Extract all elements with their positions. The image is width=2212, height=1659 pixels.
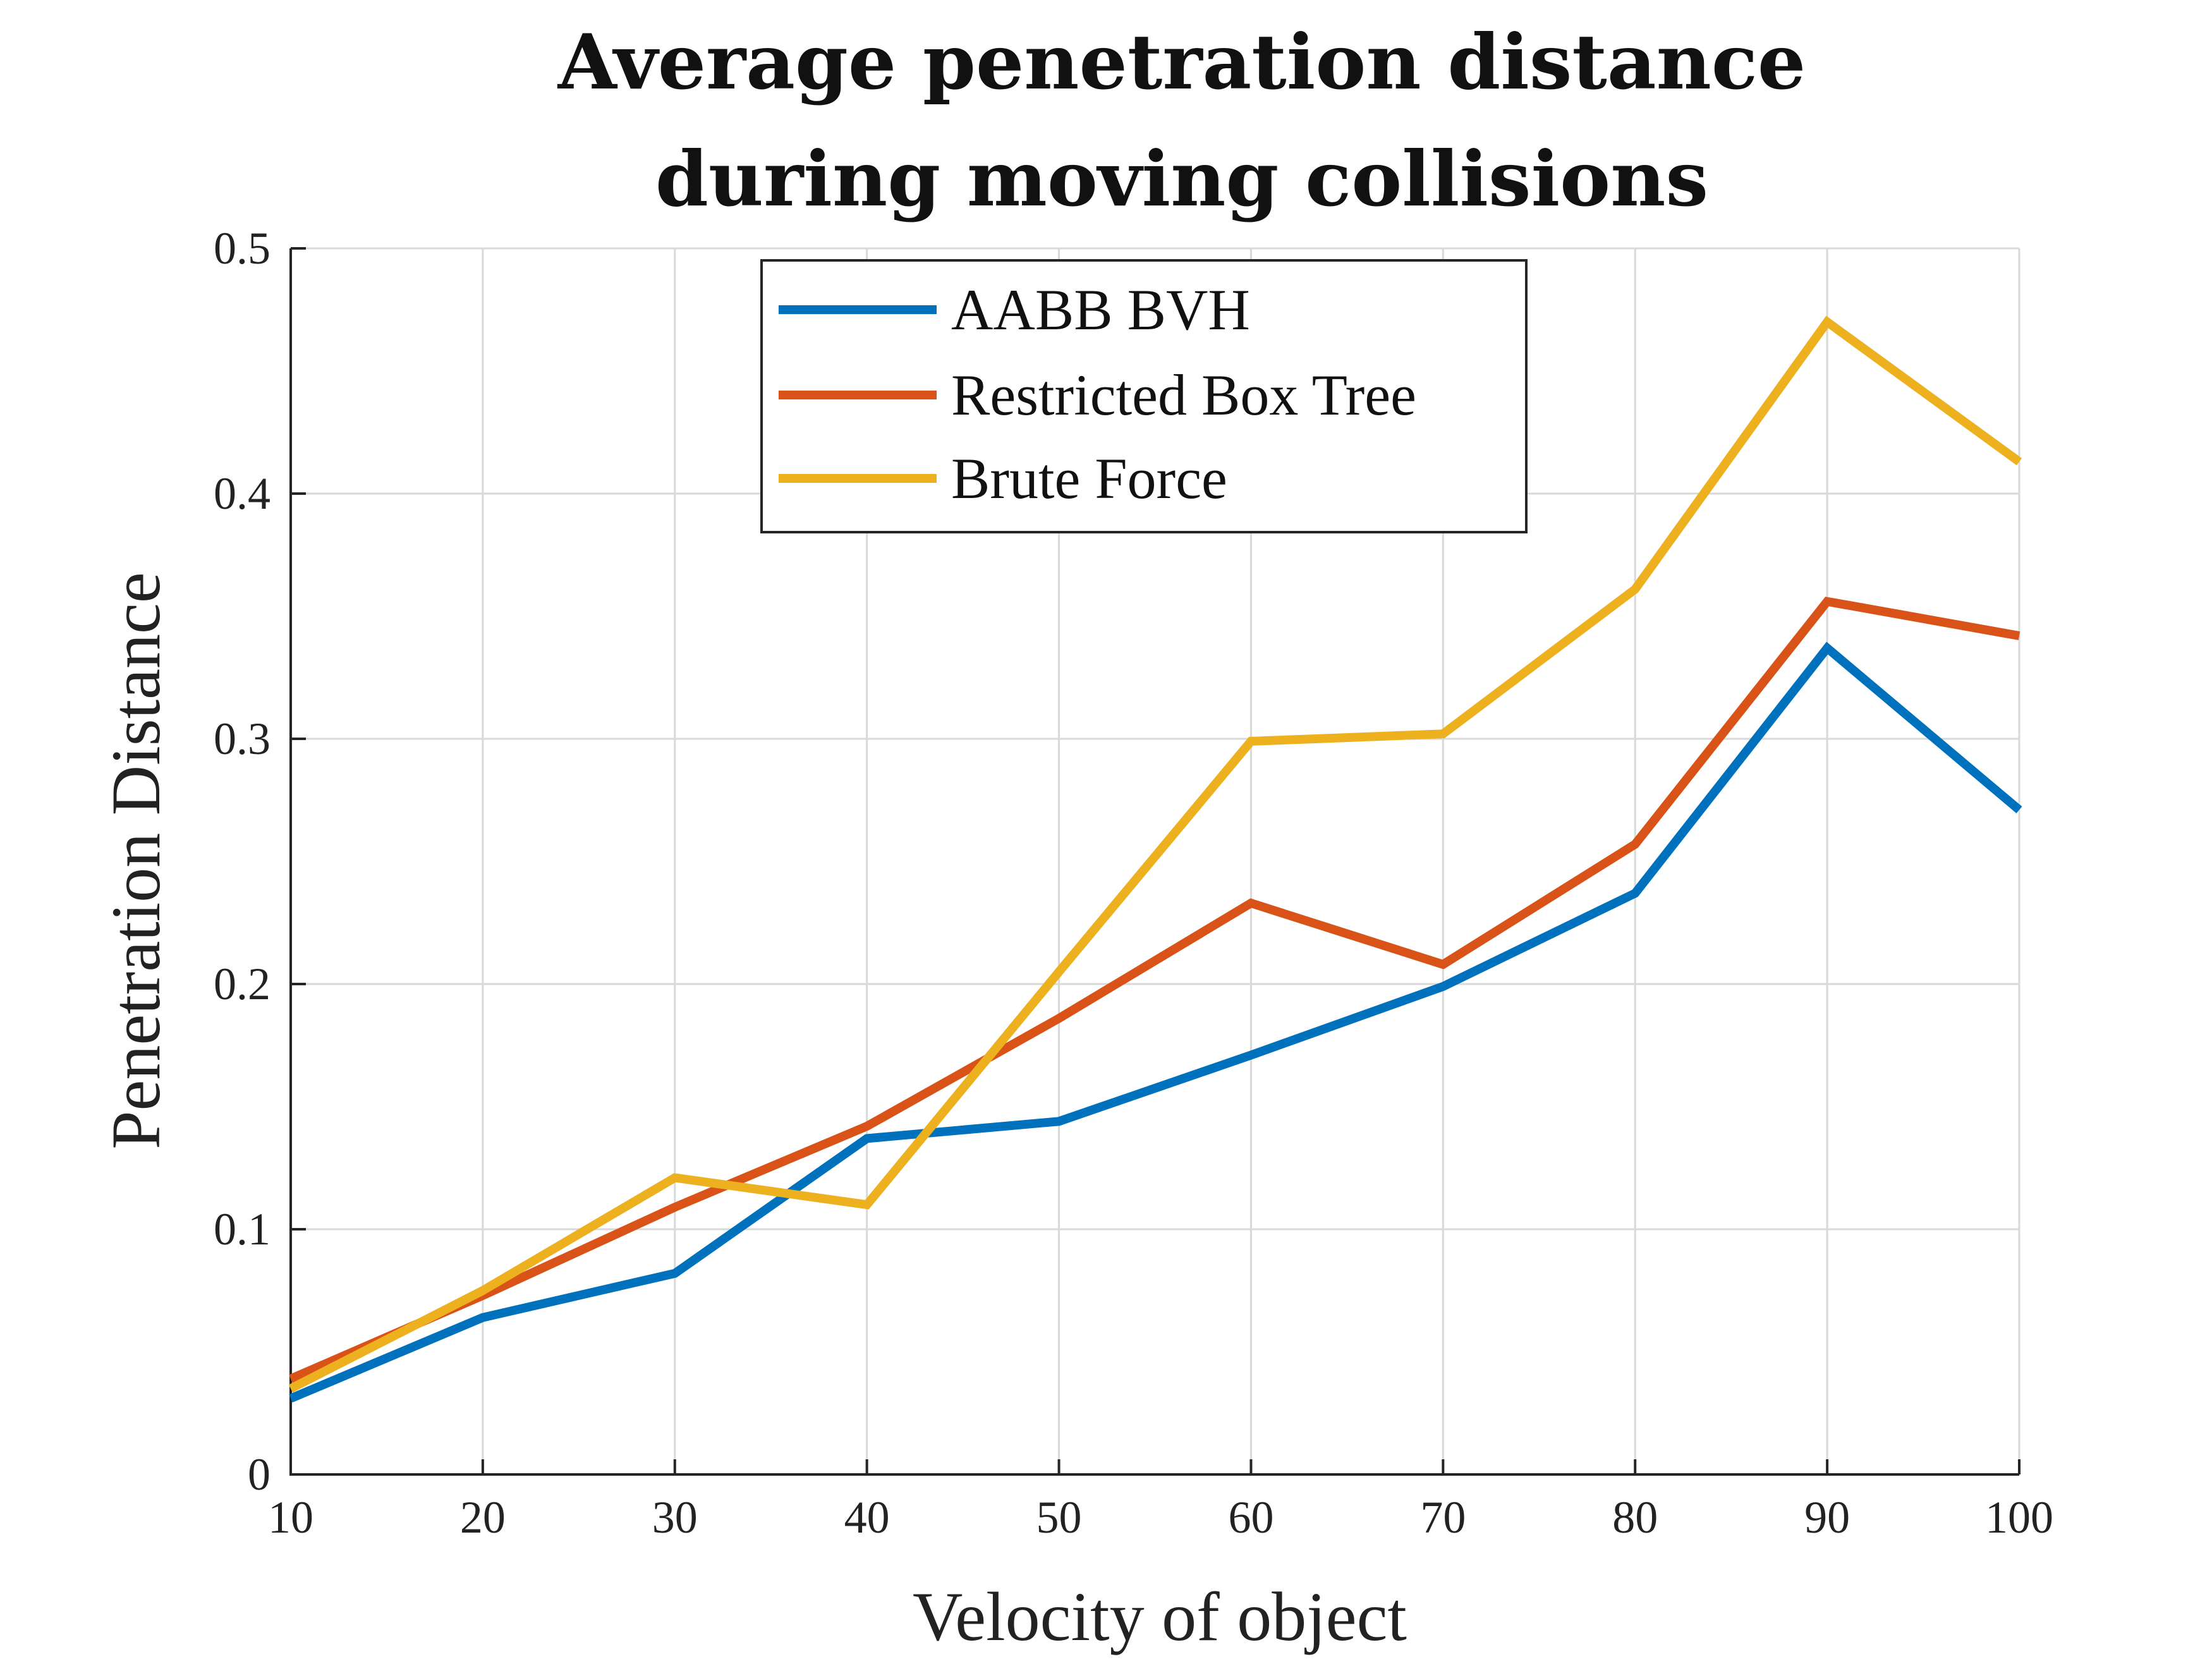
x-tick-label: 40 [844, 1492, 890, 1543]
series-line-2 [288, 315, 2022, 1393]
x-tick-label: 80 [1612, 1492, 1658, 1543]
series-lines [288, 315, 2022, 1403]
y-axis-label: Penetration Distance [97, 572, 174, 1149]
chart-title-line-1: Average penetration distance [557, 18, 1806, 107]
x-tick-label: 50 [1036, 1492, 1082, 1543]
y-tick-label: 0.5 [214, 223, 270, 274]
x-tick-label: 90 [1804, 1492, 1850, 1543]
y-tick-label: 0.1 [214, 1204, 270, 1255]
y-tick-label: 0.2 [214, 959, 270, 1009]
y-tick-label: 0 [248, 1449, 270, 1500]
x-tick-label: 20 [460, 1492, 506, 1543]
y-tick-label: 0.3 [214, 714, 270, 764]
x-tick-label: 10 [268, 1492, 313, 1543]
y-tick-label: 0.4 [214, 468, 270, 519]
legend-label: Restricted Box Tree [951, 363, 1416, 427]
x-tick-label: 30 [652, 1492, 698, 1543]
legend-label: AABB BVH [951, 277, 1250, 342]
chart-title-line-2: during moving collisions [655, 135, 1708, 224]
legend-label: Brute Force [951, 446, 1227, 511]
axes: 10 20 30 40 50 60 70 80 90 100 0 0.1 0.2 0.3 0.4 0.5 [214, 223, 2053, 1543]
x-tick-label: 70 [1420, 1492, 1466, 1543]
series-line-0 [289, 641, 2022, 1403]
series-line-1 [289, 597, 2021, 1383]
legend: AABB BVH Restricted Box Tree Brute Force [760, 259, 1528, 533]
x-tick-label: 100 [1985, 1492, 2053, 1543]
x-axis-label: Velocity of object [913, 1578, 1407, 1655]
x-tick-label: 60 [1228, 1492, 1273, 1543]
